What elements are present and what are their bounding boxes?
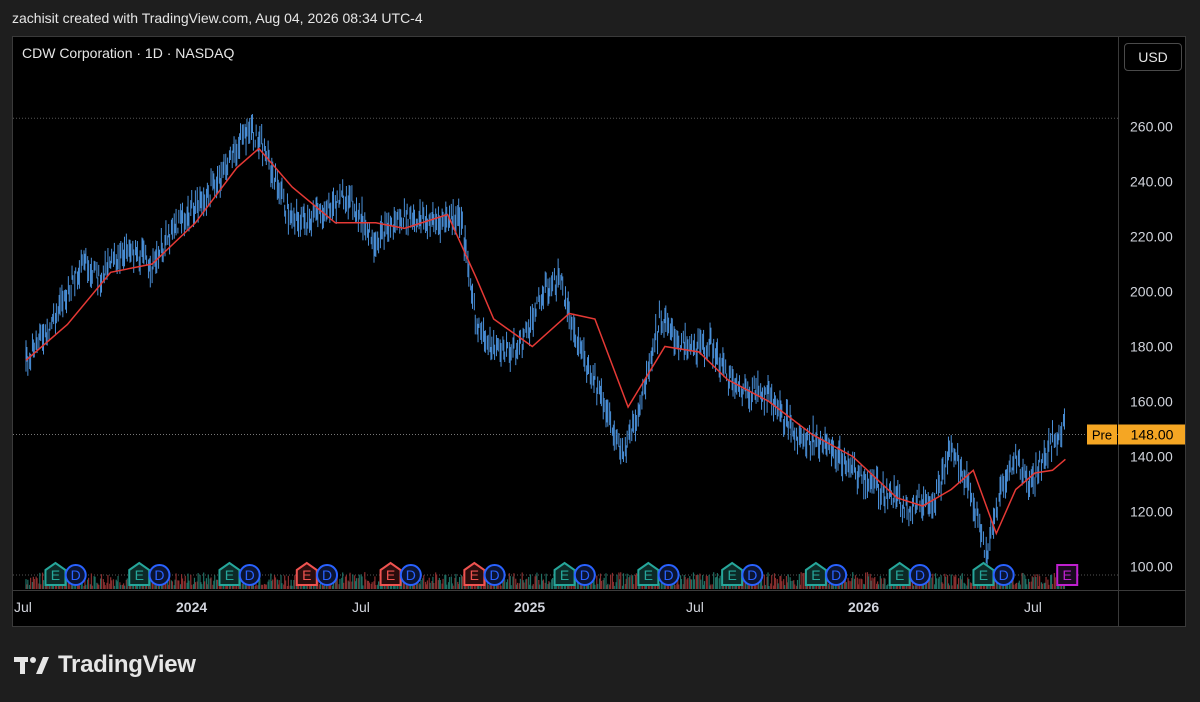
currency-button[interactable]: USD — [1124, 43, 1182, 71]
event-marker-label: E — [811, 567, 820, 583]
event-marker-label: E — [979, 567, 988, 583]
dividend-marker-icon[interactable] — [741, 564, 764, 586]
tradingview-logo-icon — [14, 657, 49, 674]
event-marker-label: E — [225, 567, 234, 583]
tradingview-logo-text: TradingView — [58, 651, 196, 678]
event-marker-label: E — [1063, 567, 1072, 583]
event-marker-label: D — [406, 567, 416, 583]
y-tick-label: 200.00 — [1130, 284, 1173, 300]
event-marker-label: E — [727, 567, 736, 583]
moving-average-line — [25, 147, 1066, 536]
event-marker-label: D — [580, 567, 590, 583]
y-tick-label: 100.00 — [1130, 559, 1173, 575]
x-tick-label: Jul — [352, 599, 370, 615]
event-marker-label: E — [470, 567, 479, 583]
dividend-marker-icon[interactable] — [316, 564, 339, 586]
event-marker-label: E — [302, 567, 311, 583]
event-marker-label: D — [322, 567, 332, 583]
dividend-marker-icon[interactable] — [825, 564, 848, 586]
y-tick-label: 180.00 — [1130, 339, 1173, 355]
y-tick-label: 120.00 — [1130, 504, 1173, 520]
x-tick-label: 2025 — [514, 599, 545, 615]
x-tick-label: Jul — [686, 599, 704, 615]
dividend-marker-icon[interactable] — [64, 564, 87, 586]
event-marker-label: E — [560, 567, 569, 583]
premarket-tag-bg — [1087, 424, 1117, 445]
attribution-text: zachisit created with TradingView.com, A… — [12, 10, 423, 26]
dividend-marker-icon[interactable] — [483, 564, 506, 586]
event-marker-label: D — [999, 567, 1009, 583]
event-marker-label: D — [831, 567, 841, 583]
y-tick-label: 140.00 — [1130, 449, 1173, 465]
event-marker-label: D — [915, 567, 925, 583]
y-tick-label: 220.00 — [1130, 229, 1173, 245]
x-tick-label: 2026 — [848, 599, 879, 615]
event-marker-label: E — [51, 567, 60, 583]
chart-title: CDW Corporation · 1D · NASDAQ — [22, 45, 235, 61]
x-tick-label: Jul — [1024, 599, 1042, 615]
event-marker-label: D — [245, 567, 255, 583]
event-marker-label: D — [71, 567, 81, 583]
dividend-marker-icon[interactable] — [992, 564, 1015, 586]
upcoming-earnings-marker-icon[interactable] — [1056, 564, 1079, 586]
dividend-marker-icon[interactable] — [148, 564, 171, 586]
x-tick-label: Jul — [14, 599, 32, 615]
y-tick-label: 160.00 — [1130, 394, 1173, 410]
current-price-tag-bg — [1118, 424, 1185, 445]
event-marker-label: E — [895, 567, 904, 583]
y-tick-label: 240.00 — [1130, 174, 1173, 190]
event-marker-label: D — [747, 567, 757, 583]
event-marker-label: E — [135, 567, 144, 583]
x-tick-label: 2024 — [176, 599, 207, 615]
premarket-label: Pre — [1092, 428, 1112, 443]
event-marker-label: E — [386, 567, 395, 583]
event-marker-label: E — [644, 567, 653, 583]
dividend-marker-icon[interactable] — [908, 564, 931, 586]
y-tick-label: 260.00 — [1130, 119, 1173, 135]
event-marker-label: D — [154, 567, 164, 583]
dividend-marker-icon[interactable] — [657, 564, 680, 586]
event-marker-label: D — [664, 567, 674, 583]
event-marker-label: D — [490, 567, 500, 583]
tradingview-logo[interactable]: TradingView — [14, 650, 196, 680]
dividend-marker-icon[interactable] — [399, 564, 422, 586]
current-price-value: 148.00 — [1131, 427, 1174, 443]
dividend-marker-icon[interactable] — [573, 564, 596, 586]
dividend-marker-icon[interactable] — [238, 564, 261, 586]
